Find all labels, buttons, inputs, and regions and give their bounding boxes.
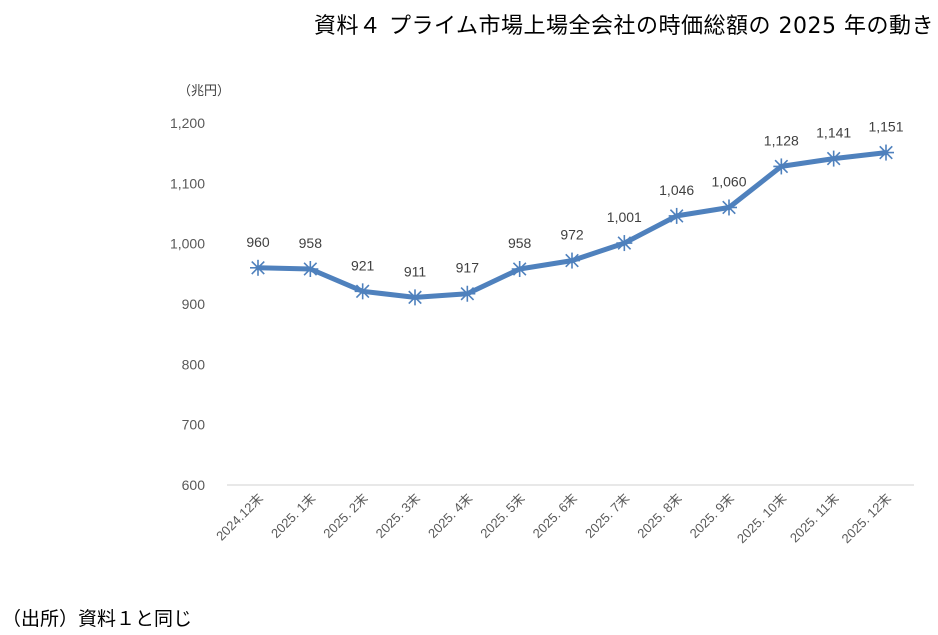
- y-tick-label: 1,200: [170, 115, 205, 131]
- asterisk-marker-icon: [878, 144, 894, 161]
- x-tick-label: 2025. 7末: [582, 491, 632, 541]
- data-label: 1,060: [711, 173, 746, 189]
- asterisk-marker-icon: [616, 235, 633, 252]
- data-label: 958: [508, 235, 532, 251]
- asterisk-marker-icon: [564, 252, 580, 269]
- data-label: 921: [351, 257, 375, 273]
- data-label: 1,141: [816, 125, 851, 141]
- data-label: 911: [404, 263, 427, 279]
- series-markers: [250, 144, 894, 306]
- asterisk-marker-icon: [825, 150, 842, 167]
- y-tick-label: 600: [182, 477, 206, 493]
- asterisk-marker-icon: [668, 207, 685, 224]
- data-label: 1,151: [868, 119, 903, 135]
- y-axis-ticks: 600 700 800 900 1,000 1,100 1,200: [170, 115, 205, 493]
- y-tick-label: 900: [182, 296, 206, 312]
- x-axis-ticks: 2024.12末 2025. 1末 2025. 2末 2025. 3末 2025. 4末…: [213, 491, 894, 547]
- x-tick-label: 2025. 3末: [373, 491, 423, 541]
- asterisk-marker-icon: [459, 285, 476, 302]
- y-tick-label: 1,000: [170, 236, 205, 252]
- asterisk-marker-icon: [354, 283, 371, 300]
- x-tick-label: 2025. 4末: [425, 491, 475, 541]
- x-tick-label: 2025. 10末: [734, 491, 790, 547]
- x-tick-label: 2025. 5末: [477, 491, 527, 541]
- x-tick-label: 2025. 8末: [634, 491, 684, 541]
- asterisk-marker-icon: [511, 261, 528, 278]
- chart-title: 資料４ プライム市場上場全会社の時価総額の 2025 年の動き: [313, 14, 934, 39]
- data-label: 1,046: [659, 182, 694, 198]
- asterisk-marker-icon: [721, 199, 737, 216]
- asterisk-marker-icon: [250, 259, 266, 276]
- data-label: 960: [246, 234, 270, 250]
- x-tick-label: 2024.12末: [213, 491, 266, 544]
- x-tick-label: 2025. 6末: [530, 491, 580, 541]
- data-label: 958: [299, 235, 323, 251]
- x-tick-label: 2025. 11末: [787, 491, 842, 546]
- y-tick-label: 800: [182, 356, 206, 372]
- asterisk-marker-icon: [773, 158, 790, 175]
- data-label: 972: [560, 227, 584, 243]
- y-tick-label: 1,100: [170, 175, 205, 191]
- source-note: （出所）資料１と同じ: [2, 608, 193, 630]
- asterisk-marker-icon: [302, 261, 319, 278]
- series-line: [255, 150, 889, 300]
- x-tick-label: 2025. 12末: [839, 491, 895, 547]
- data-labels: 960 958 921 911 917 958 972 1,001 1,046 1,060 1,12…: [246, 119, 903, 280]
- data-label: 1,001: [607, 209, 642, 225]
- data-label: 1,128: [764, 132, 799, 148]
- y-axis-unit-label: （兆円）: [178, 84, 231, 99]
- y-tick-label: 700: [182, 417, 206, 433]
- x-tick-label: 2025. 1末: [268, 491, 318, 541]
- x-tick-label: 2025. 9末: [687, 491, 737, 541]
- asterisk-marker-icon: [407, 289, 423, 306]
- x-tick-label: 2025. 2末: [320, 491, 370, 541]
- data-label: 917: [456, 260, 480, 276]
